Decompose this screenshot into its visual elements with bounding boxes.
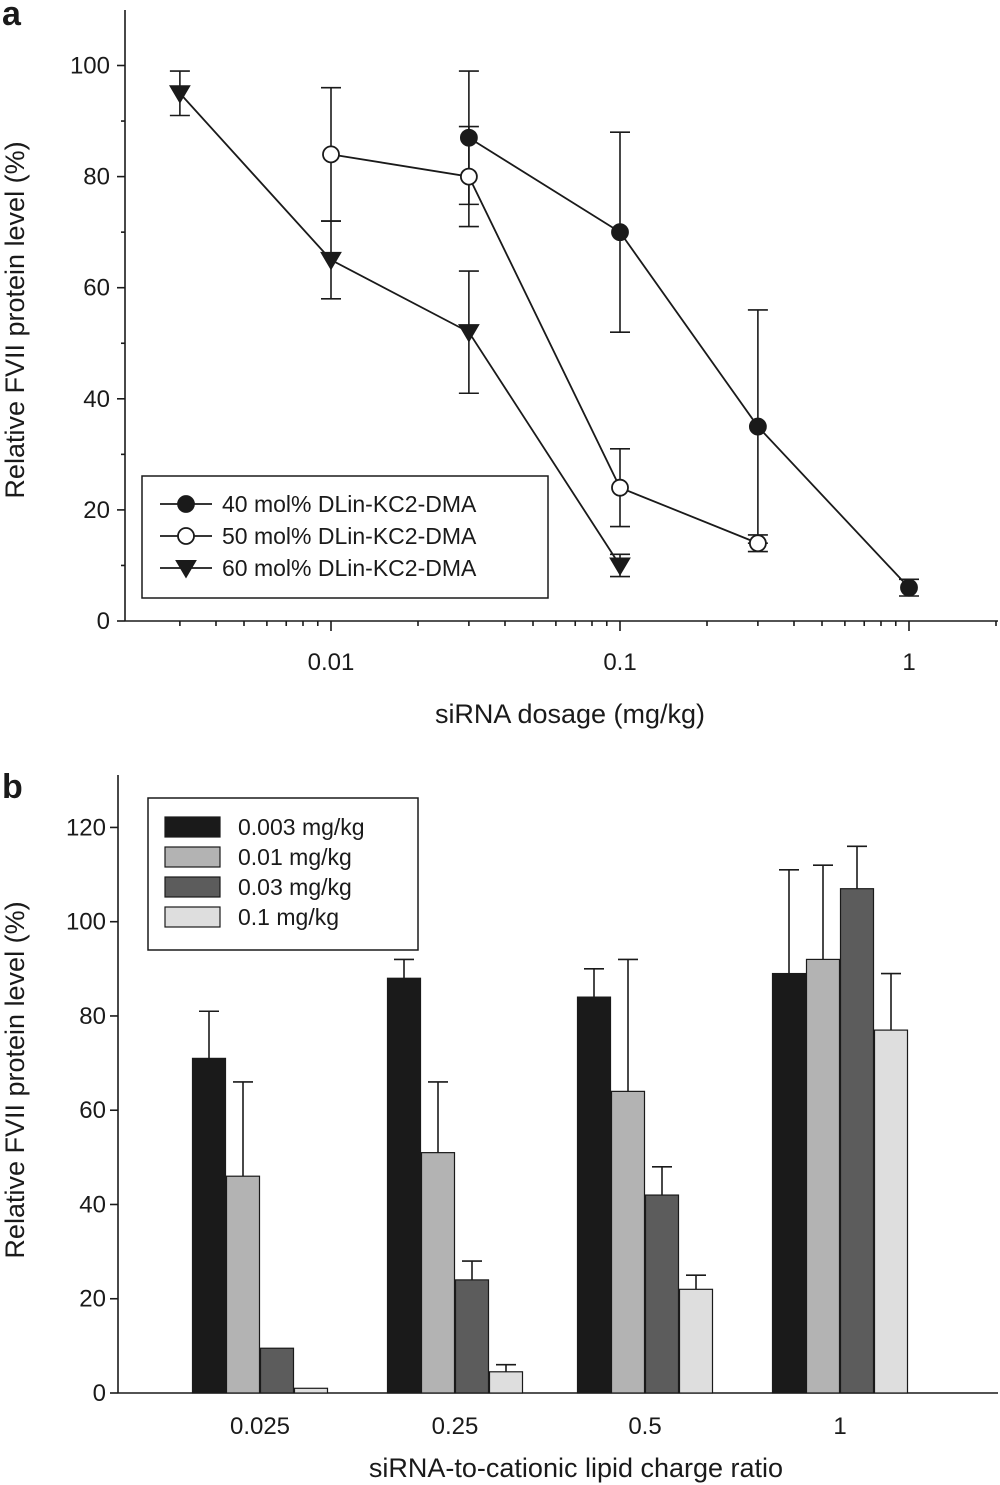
data-point [748, 417, 767, 436]
panel-b-y-tick-label: 120 [66, 814, 106, 841]
panel-a-series-3 [169, 70, 631, 578]
panel-a-y-tick-label: 0 [97, 608, 110, 635]
panel-a-series-1 [458, 70, 919, 597]
panel-a-x-axis-label: siRNA dosage (mg/kg) [435, 699, 705, 729]
bar [678, 1288, 714, 1394]
data-point [320, 251, 342, 271]
bar [805, 958, 841, 1394]
bar [454, 1279, 490, 1394]
legend-box [141, 475, 549, 599]
panel-b: b 0 20 40 60 80 100 120 siRNA-to-cationic lipid … [0, 768, 998, 1483]
panel-a-y-tick-label: 80 [83, 164, 110, 191]
bar [259, 1347, 295, 1394]
data-point [322, 145, 340, 164]
panel-b-y-tick-label: 40 [79, 1191, 106, 1218]
panel-b-x-tick-label: 0.025 [230, 1413, 290, 1440]
panel-a-series-2 [321, 86, 768, 553]
panel-b-y-tick-label: 100 [66, 909, 106, 936]
legend-entry-label: 0.1 mg/kg [238, 904, 339, 930]
legend-entry-label: 0.01 mg/kg [238, 844, 352, 870]
bar [191, 1057, 227, 1394]
bar-group-1 [771, 845, 909, 1394]
panel-b-y-tick-label: 20 [79, 1286, 106, 1313]
panel-b-x-tick-label: 0.5 [628, 1413, 661, 1440]
bar [488, 1371, 524, 1394]
legend-marker [177, 527, 195, 545]
legend-swatch [164, 816, 221, 838]
panel-a-x-tick-label: 1 [902, 649, 915, 676]
data-point [169, 85, 191, 104]
bar [293, 1387, 329, 1394]
bar [386, 977, 422, 1394]
legend-entry-label: 60 mol% DLin-KC2-DMA [222, 555, 477, 581]
bar [225, 1175, 261, 1394]
bar [610, 1090, 646, 1394]
panel-b-y-tick-label: 0 [93, 1380, 106, 1407]
series-line [330, 153, 759, 545]
bar-group-0.025 [191, 1010, 329, 1394]
bar [420, 1152, 456, 1394]
bar [873, 1029, 909, 1394]
legend-swatch [164, 876, 221, 898]
bar [839, 888, 875, 1394]
panel-a-y-tick-label: 100 [70, 53, 110, 80]
bar [771, 972, 807, 1394]
panel-b-x-axis-label: siRNA-to-cationic lipid charge ratio [369, 1453, 783, 1483]
legend-entry-label: 50 mol% DLin-KC2-DMA [222, 523, 477, 549]
data-point [611, 223, 629, 242]
panel-a: a 0 20 40 60 80 100 0.01 0.1 1 siRNA dosage (mg/kg… [0, 0, 998, 729]
panel-b-y-tick-label: 60 [79, 1097, 106, 1124]
bar-group-0.5 [576, 958, 714, 1394]
panel-a-y-axis-label: Relative FVII protein level (%) [0, 141, 30, 498]
panel-a-legend: 40 mol% DLin-KC2-DMA 50 mol% DLin-KC2-DMA… [141, 475, 549, 599]
legend-entry-label: 40 mol% DLin-KC2-DMA [222, 491, 477, 517]
legend-entry-label: 0.03 mg/kg [238, 874, 352, 900]
panel-a-y-tick-label: 40 [83, 386, 110, 413]
panel-b-x-tick-label: 1 [833, 1413, 846, 1440]
data-point [459, 167, 478, 186]
panel-b-label: b [2, 768, 23, 806]
legend-marker [177, 495, 195, 513]
bar-group-0.25 [386, 958, 524, 1394]
panel-a-label: a [2, 0, 22, 33]
panel-a-x-tick-label: 0.1 [603, 649, 636, 676]
series-line [468, 136, 910, 589]
panel-a-y-tick-label: 60 [83, 275, 110, 302]
legend-swatch [164, 906, 221, 928]
legend-swatch [164, 846, 221, 868]
data-point [900, 578, 918, 597]
panel-a-y-tick-label: 20 [83, 497, 110, 524]
data-point [458, 324, 480, 343]
panel-b-legend: 0.003 mg/kg 0.01 mg/kg 0.03 mg/kg 0.1 mg/kg [147, 797, 419, 951]
bar [644, 1194, 680, 1394]
series-line [179, 92, 621, 566]
data-point [611, 478, 629, 497]
panel-a-x-tick-label: 0.01 [308, 649, 355, 676]
panel-b-x-tick-label: 0.25 [432, 1413, 479, 1440]
panel-b-y-axis-label: Relative FVII protein level (%) [0, 901, 30, 1258]
legend-marker [175, 560, 197, 579]
panel-b-y-tick-label: 80 [79, 1003, 106, 1030]
bar [576, 996, 612, 1394]
data-point [609, 557, 631, 576]
data-point [748, 534, 767, 553]
legend-entry-label: 0.003 mg/kg [238, 814, 365, 840]
